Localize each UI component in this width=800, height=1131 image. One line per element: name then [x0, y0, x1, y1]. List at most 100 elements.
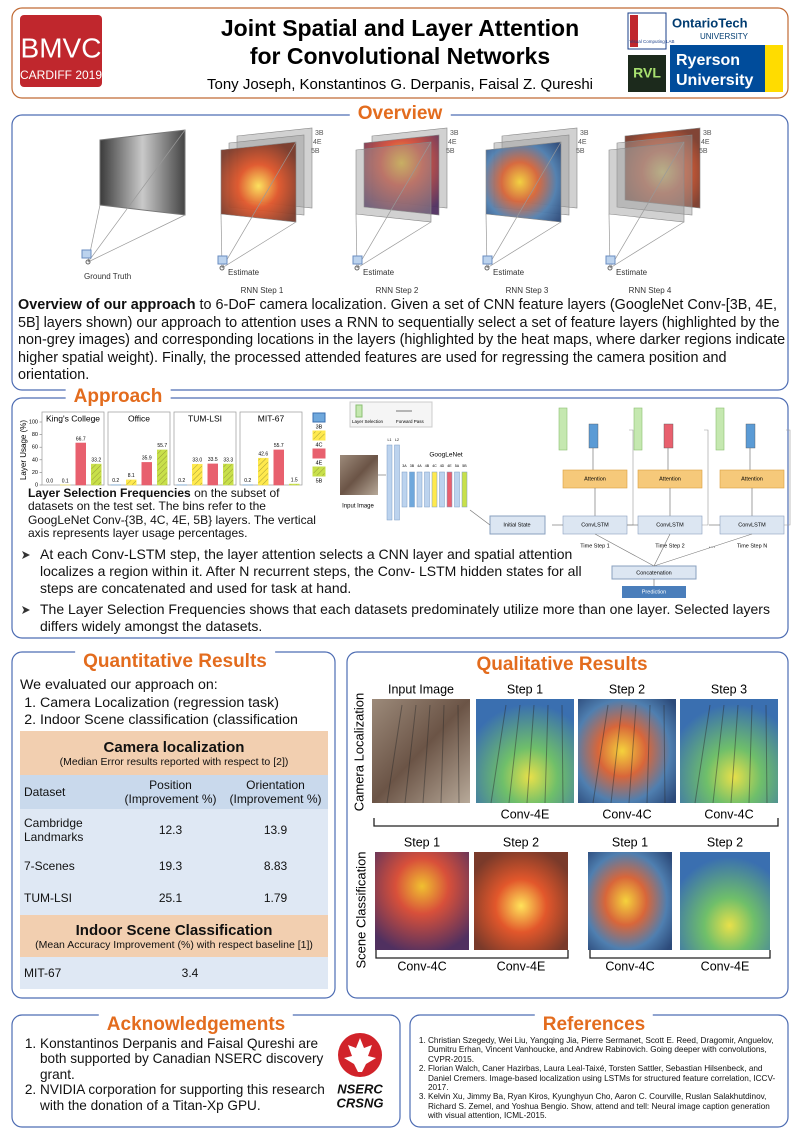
camera-point	[607, 265, 613, 271]
time-step-label: Time Step N	[737, 543, 767, 549]
logo-text: RVL	[633, 65, 661, 81]
layer-name: L2	[395, 438, 399, 442]
layer-selection	[558, 407, 568, 451]
table-title: Indoor Scene Classification	[75, 921, 273, 939]
table-row: Cambridge Landmarks 12.3 13.9	[20, 809, 328, 851]
cell: MIT-67	[24, 966, 62, 980]
value-label: 8.1	[128, 473, 135, 479]
panel-title: Office	[128, 413, 150, 423]
table-title-row: Indoor Scene Classification (Mean Accura…	[20, 915, 328, 957]
convlstm-label: ConvLSTM	[738, 522, 766, 528]
branch	[765, 704, 768, 804]
camera-icon	[605, 255, 616, 265]
value-label: 33.3	[223, 457, 233, 463]
layer-name: 3B	[410, 464, 415, 468]
cell: TUM-LSI	[24, 891, 72, 905]
value-label: 0.2	[244, 478, 251, 484]
logo-text: BMVC	[21, 32, 102, 63]
point-label: Estimate	[616, 268, 648, 277]
title: for Convolutional Networks	[250, 43, 550, 69]
layer-label: Conv-4C	[397, 959, 446, 973]
table-row: MIT-67 3.4	[20, 957, 328, 989]
cell: 13.9	[263, 823, 288, 837]
branch	[526, 704, 535, 804]
value-label: 0.2	[112, 478, 119, 484]
network-layer	[409, 471, 415, 508]
network-layer	[386, 444, 393, 521]
layer-name: 4D	[440, 464, 445, 468]
layer-name: 5A	[455, 464, 460, 468]
column-header: Step 3	[711, 682, 747, 696]
network-layer	[446, 471, 453, 508]
branch	[561, 704, 564, 804]
ref-item: Kelvin Xu, Jimmy Ba, Ryan Kiros, Kyunghy…	[428, 1092, 784, 1120]
bar	[91, 463, 102, 486]
layer-label: 5B	[446, 148, 455, 155]
legend-swatch	[355, 404, 363, 418]
layer-label: 5B	[576, 148, 585, 155]
layer-label: Conv-4E	[501, 807, 550, 821]
layer-name: 4E	[447, 464, 452, 468]
camera-point	[219, 265, 225, 271]
legend-swatch	[312, 448, 326, 459]
branch	[712, 704, 725, 804]
branch	[730, 704, 739, 804]
result-image	[375, 852, 469, 950]
feature-layer	[363, 134, 440, 216]
feedback	[627, 429, 634, 526]
layer-label: 3B	[450, 130, 459, 137]
approach-frame	[11, 397, 789, 639]
ack-list: Konstantinos Derpanis and Faisal Qureshi…	[20, 1036, 330, 1113]
ray	[87, 129, 186, 263]
layer-selection	[715, 407, 725, 451]
arrow	[594, 533, 655, 567]
attention-label: Attention	[659, 476, 681, 482]
column-header: Step 1	[404, 835, 440, 849]
logo-text: UNIVERSITY	[700, 32, 749, 41]
layer-name: 3A	[402, 464, 407, 468]
bracket	[375, 950, 569, 959]
feature-layer	[355, 141, 432, 223]
bar	[289, 483, 300, 486]
table-subtitle: (Mean Accuracy Improvement (%) with resp…	[35, 938, 313, 951]
layer-label: 4E	[578, 139, 587, 146]
camera-icon	[217, 255, 228, 265]
panel-title: TUM-LSI	[188, 413, 222, 423]
arrow	[653, 533, 671, 567]
legend-label: 4C	[315, 442, 322, 448]
feature-layer	[624, 127, 701, 209]
bullet: At each Conv-LSTM step, the layer attent…	[40, 546, 582, 596]
arrow	[469, 509, 491, 526]
value-label: 1.5	[291, 477, 298, 483]
y-axis-label: Layer Usage (%)	[19, 420, 28, 480]
layer-label: 4E	[313, 139, 322, 146]
y-tick-label: 100	[29, 419, 38, 425]
ryerson-strip	[765, 45, 783, 92]
section-heading: Acknowledgements	[98, 1014, 294, 1036]
results-table: Camera localization (Median Error result…	[20, 731, 328, 989]
value-label: 66.7	[76, 436, 86, 442]
layer-label: Conv-4C	[605, 959, 654, 973]
header-line: (Improvement %)	[229, 792, 322, 806]
network-layer	[394, 444, 400, 521]
value-label: 0.0	[46, 478, 53, 484]
bar	[192, 463, 203, 486]
header-line: Orientation	[246, 778, 305, 792]
ref-list: Christian Szegedy, Wei Liu, Yangqing Jia…	[414, 1036, 784, 1121]
branch	[694, 704, 711, 804]
logo-text: Visual Computing LAB	[630, 39, 675, 44]
y-tick-label: 40	[32, 457, 38, 463]
layer-name: 4C	[432, 464, 437, 468]
bmvc-logo	[20, 15, 102, 87]
section-heading: References	[534, 1014, 654, 1036]
cell: 1.79	[263, 891, 288, 905]
branch	[646, 704, 651, 804]
time-step-label: Time Step 1	[580, 543, 609, 549]
bar	[157, 449, 168, 486]
branch	[544, 704, 549, 804]
legend-swatch	[312, 430, 326, 441]
layer-label: 4E	[448, 139, 457, 146]
network-layer	[454, 471, 460, 508]
legend-label: Forward Pass	[396, 419, 425, 424]
